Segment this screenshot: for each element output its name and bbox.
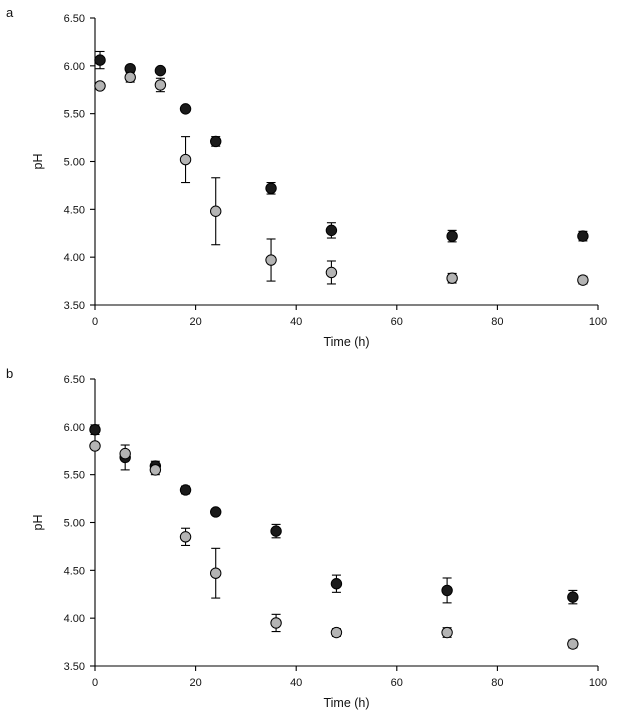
- x-tick-label: 20: [189, 316, 201, 328]
- data-point-marker: [330, 578, 343, 590]
- chart-a-svg: 3.50 4.00 4.50 5.00 5.50 6.00 6.50 0 20 40 60 80 100…: [31, 13, 607, 349]
- data-point-marker: [149, 464, 162, 476]
- x-tick-label: 40: [290, 677, 302, 689]
- data-point-marker: [325, 266, 338, 279]
- data-point-marker: [270, 525, 282, 537]
- data-point-marker: [119, 447, 131, 460]
- data-point-marker: [577, 230, 589, 242]
- y-tick-label: 5.00: [64, 157, 85, 169]
- y-tick-label: 4.00: [64, 613, 85, 625]
- y-tick-label: 3.50: [64, 661, 85, 673]
- data-point-marker: [265, 182, 277, 194]
- data-point-marker: [89, 424, 101, 436]
- chart-b-svg: 3.50 4.00 4.50 5.00 5.50 6.00 6.50 0 20 40 60 80 100…: [31, 374, 607, 710]
- data-point-marker: [154, 79, 167, 91]
- y-tick-label: 6.50: [64, 374, 85, 386]
- series-gray-circles: [89, 440, 579, 650]
- data-point-marker: [441, 584, 453, 597]
- y-tick-label: 3.50: [64, 300, 85, 312]
- y-axis-title: pH: [31, 515, 45, 531]
- y-tick-label: 5.50: [64, 109, 85, 121]
- data-point-marker: [270, 617, 282, 629]
- data-point-marker: [89, 440, 101, 452]
- data-point-marker: [179, 103, 192, 115]
- series-gray-circles: [94, 71, 589, 286]
- y-tick-label: 6.50: [64, 13, 85, 25]
- data-point-marker: [577, 274, 589, 286]
- data-point-marker: [446, 272, 458, 284]
- y-tick-label: 5.00: [64, 518, 85, 530]
- data-point-marker: [179, 531, 192, 543]
- data-point-marker: [94, 54, 106, 66]
- data-point-marker: [210, 205, 222, 217]
- x-tick-label: 20: [189, 677, 201, 689]
- data-point-marker: [446, 230, 458, 242]
- series-black-circles: [94, 50, 589, 243]
- y-tick-label: 4.50: [64, 204, 85, 216]
- x-tick-label: 100: [589, 677, 607, 689]
- data-point-marker: [210, 506, 222, 518]
- y-tick-label: 4.50: [64, 565, 85, 577]
- x-tick-label: 100: [589, 316, 607, 328]
- y-tick-label: 5.50: [64, 470, 85, 482]
- x-tick-label: 0: [92, 316, 98, 328]
- x-tick-label: 80: [491, 316, 503, 328]
- data-point-marker: [265, 254, 277, 266]
- panel-b-label: b: [6, 366, 14, 381]
- y-tick-label: 6.00: [64, 61, 85, 73]
- panel-a: a 3.50 4.00 4.50 5.00 5.50 6.00 6.50 0 20 40 60 80 1…: [0, 0, 618, 361]
- x-tick-label: 60: [391, 677, 403, 689]
- data-point-marker: [325, 224, 338, 237]
- y-axis-title: pH: [31, 154, 45, 170]
- data-point-marker: [179, 153, 192, 166]
- x-axis-title: Time (h): [323, 335, 369, 349]
- panel-b: b 3.50 4.00 4.50 5.00 5.50 6.00 6.50 0 20 40 60 80 1…: [0, 361, 618, 722]
- y-tick-label: 6.00: [64, 422, 85, 434]
- panel-a-label: a: [6, 5, 14, 20]
- data-point-marker: [210, 135, 222, 148]
- data-point-marker: [330, 626, 343, 639]
- x-tick-label: 0: [92, 677, 98, 689]
- data-point-marker: [179, 484, 192, 496]
- data-point-marker: [567, 591, 579, 603]
- data-point-marker: [94, 80, 106, 92]
- x-tick-label: 60: [391, 316, 403, 328]
- y-tick-label: 4.00: [64, 252, 85, 264]
- data-point-marker: [210, 567, 222, 579]
- data-point-marker: [567, 638, 579, 650]
- x-tick-label: 40: [290, 316, 302, 328]
- data-point-marker: [441, 626, 453, 639]
- x-axis-title: Time (h): [323, 696, 369, 710]
- x-tick-label: 80: [491, 677, 503, 689]
- series-black-circles: [89, 424, 579, 605]
- data-point-marker: [124, 71, 136, 84]
- data-point-marker: [154, 64, 167, 77]
